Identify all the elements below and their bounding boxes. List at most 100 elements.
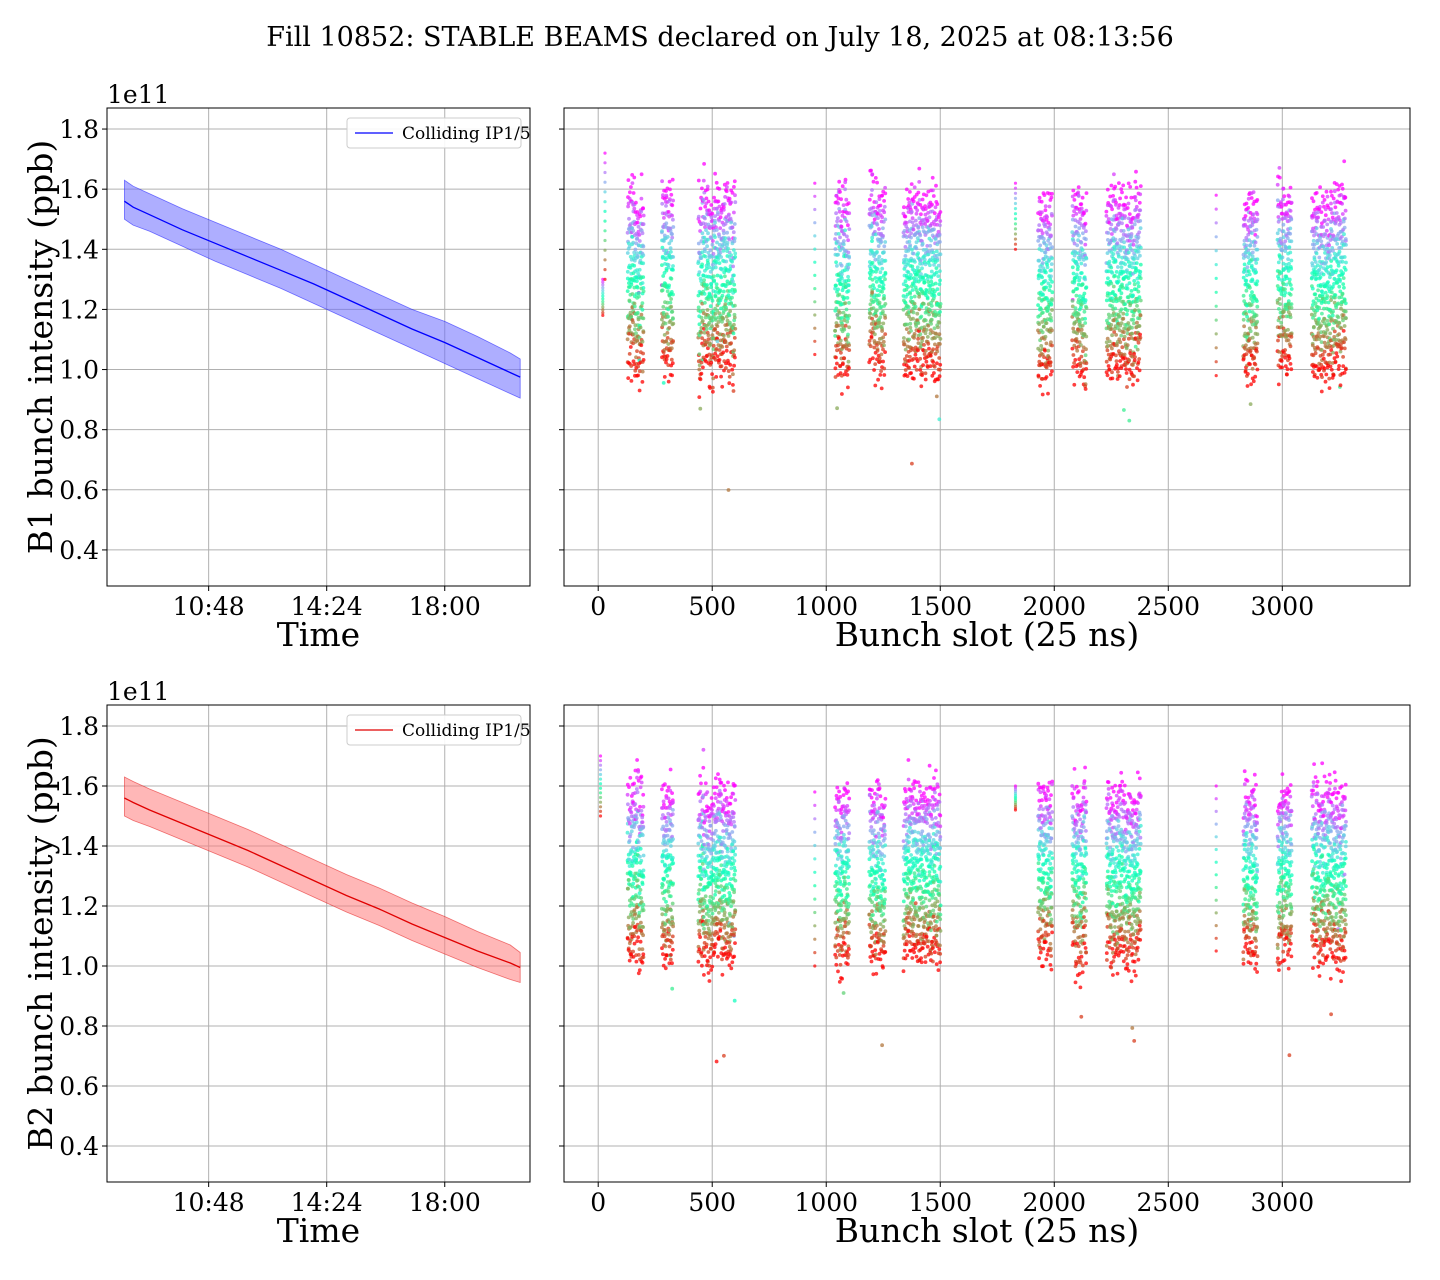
bunch-point: [702, 162, 706, 166]
bunch-point: [907, 239, 912, 244]
axes-frame: [563, 107, 1411, 587]
bunch-point: [722, 333, 726, 338]
bunch-point: [1126, 201, 1131, 206]
bunch-point: [840, 184, 845, 189]
bunch-point: [1344, 316, 1348, 321]
bunch-point: [1248, 285, 1252, 290]
bunch-point: [707, 819, 712, 824]
bunch-point: [1342, 225, 1347, 230]
bunch-point: [639, 172, 644, 177]
bunch-point: [869, 193, 874, 198]
bunch-point: [1132, 282, 1137, 287]
bunch-point: [670, 309, 675, 314]
bunch-point: [633, 247, 638, 252]
bunch-point: [1118, 295, 1123, 300]
bunch-point: [1135, 304, 1139, 308]
bunch-point: [938, 252, 943, 257]
bunch-point: [1323, 290, 1328, 295]
bunch-point: [638, 325, 643, 330]
bunch-point: [922, 343, 926, 347]
bunch-point: [1049, 302, 1054, 307]
bunch-point: [1048, 312, 1052, 317]
bunch-point: [1276, 260, 1281, 265]
y-tick-label: 1.2: [59, 295, 99, 324]
bunch-point: [1340, 182, 1344, 187]
bunch-point: [640, 815, 645, 820]
bunch-point: [626, 178, 631, 183]
bunch-point: [915, 311, 920, 316]
bunch-point: [626, 802, 630, 807]
bunch-point: [1120, 221, 1124, 226]
bunch-point: [711, 389, 715, 394]
bunch-point: [908, 291, 912, 296]
bunch-point: [1322, 340, 1327, 345]
bunch-point: [635, 279, 639, 283]
bunch-point: [1040, 330, 1045, 335]
bunch-point: [697, 367, 702, 372]
bunch-point: [628, 345, 633, 349]
bunch-point: [702, 292, 707, 296]
bunch-point: [1214, 221, 1218, 225]
bunch-point: [1243, 214, 1248, 218]
bunch-point: [664, 357, 669, 362]
bunch-point: [640, 307, 645, 312]
bunch-point: [1254, 270, 1258, 275]
bunch-point: [873, 176, 878, 180]
bunch-point: [665, 289, 670, 294]
bunch-point: [1255, 257, 1260, 262]
bunch-point: [1135, 240, 1139, 244]
bunch-point: [881, 339, 886, 344]
bunch-point: [909, 231, 913, 236]
bunch-point: [631, 949, 635, 954]
bunch-point: [1043, 348, 1047, 353]
bunch-point: [813, 352, 817, 357]
bunch-point: [1253, 240, 1258, 245]
bunch-point: [1119, 187, 1124, 192]
bunch-point: [870, 213, 875, 218]
bunch-point: [664, 221, 669, 226]
bunch-point: [1132, 374, 1136, 379]
bunch-point: [1071, 271, 1076, 276]
bunch-point: [1325, 318, 1330, 323]
bunch-point: [1254, 227, 1259, 232]
bunch-point: [1113, 237, 1118, 242]
bunch-point: [670, 361, 675, 366]
bunch-point: [1127, 358, 1132, 363]
bunch-point: [1131, 382, 1135, 387]
bunch-point: [630, 864, 635, 868]
bunch-point: [727, 374, 732, 379]
bunch-point: [640, 960, 645, 965]
bunch-point: [669, 908, 673, 912]
bunch-point: [1077, 226, 1082, 231]
bunch-point: [716, 772, 720, 776]
bunch-point: [912, 185, 917, 190]
bunch-point: [877, 254, 882, 259]
bunch-point: [601, 286, 605, 290]
bunch-point: [1325, 265, 1330, 270]
bunch-point: [1137, 295, 1142, 300]
bunch-point: [921, 335, 925, 340]
bunch-point: [698, 406, 703, 411]
bunch-point: [603, 151, 607, 155]
bunch-point: [1013, 181, 1018, 185]
bunch-point: [1079, 261, 1084, 266]
bunch-point: [669, 346, 674, 351]
bunch-point: [1079, 206, 1084, 211]
bunch-point: [718, 288, 723, 293]
bunch-point: [705, 308, 710, 312]
bunch-point: [1337, 321, 1342, 325]
bunch-point: [706, 971, 711, 975]
bunch-point: [932, 227, 936, 232]
bunch-point: [1283, 239, 1288, 244]
legend-label: Colliding IP1/5: [402, 124, 531, 144]
bunch-point: [1080, 282, 1085, 287]
bunch-point: [660, 787, 664, 792]
bunch-point: [670, 855, 675, 860]
bunch-point: [882, 199, 886, 203]
bunch-point: [1333, 221, 1338, 226]
bunch-point: [717, 187, 722, 191]
bunch-point: [666, 265, 671, 270]
bunch-point: [721, 350, 726, 355]
bunch-point: [696, 241, 701, 246]
bunch-point: [883, 191, 888, 196]
